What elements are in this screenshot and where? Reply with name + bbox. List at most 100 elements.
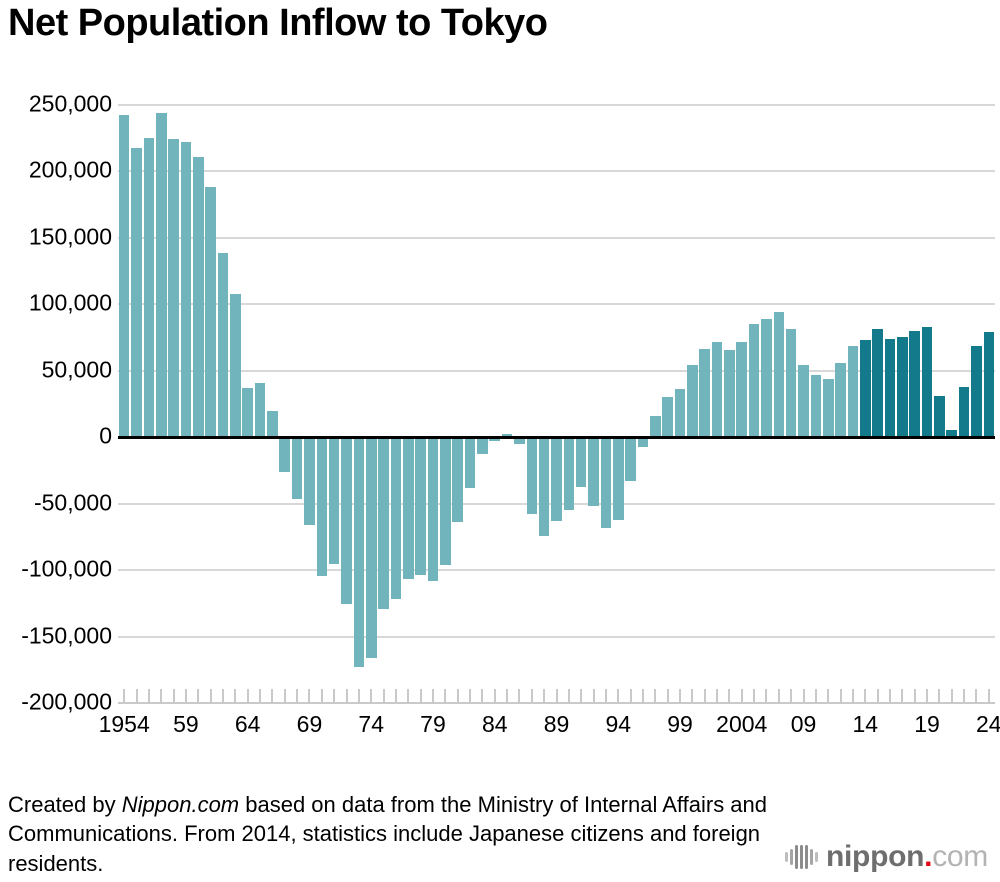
x-axis-label: 79 bbox=[420, 711, 446, 737]
x-axis-tick bbox=[333, 689, 336, 703]
x-axis-tick bbox=[876, 689, 879, 703]
soundwave-icon bbox=[785, 844, 818, 870]
bar-1958 bbox=[168, 138, 179, 438]
bar-2009 bbox=[798, 364, 809, 438]
x-axis-tick bbox=[765, 689, 768, 703]
y-axis-label: 50,000 bbox=[41, 356, 112, 383]
x-axis-tick bbox=[283, 689, 286, 703]
x-axis-label: 74 bbox=[358, 711, 385, 737]
x-axis-tick bbox=[790, 689, 793, 703]
x-axis-tick bbox=[234, 689, 237, 703]
x-axis-tick bbox=[753, 689, 756, 703]
x-axis-label: 64 bbox=[234, 711, 261, 737]
x-axis-tick bbox=[506, 689, 509, 703]
x-axis-tick bbox=[147, 689, 150, 703]
x-axis-tick bbox=[963, 689, 966, 703]
x-axis-tick bbox=[172, 689, 175, 703]
soundwave-bar bbox=[795, 845, 798, 869]
bar-1997 bbox=[650, 415, 661, 438]
bar-1984 bbox=[489, 437, 501, 442]
x-axis-tick bbox=[296, 689, 299, 703]
soundwave-bar bbox=[790, 849, 793, 865]
source-note-rest: based on data from the Ministry of Inter… bbox=[8, 792, 768, 876]
bar-1992 bbox=[588, 437, 599, 506]
bar-2018 bbox=[909, 331, 920, 438]
bar-2014 bbox=[860, 339, 871, 438]
x-axis-label: 84 bbox=[481, 711, 508, 737]
nippon-logo-text: nippon.com bbox=[826, 840, 988, 874]
y-axis-label: 0 bbox=[99, 422, 112, 449]
x-axis-label: 69 bbox=[296, 711, 323, 737]
bar-1956 bbox=[143, 137, 155, 438]
x-axis-tick bbox=[938, 689, 941, 703]
soundwave-bar bbox=[785, 852, 788, 862]
bar-1972 bbox=[341, 437, 352, 604]
x-axis-tick bbox=[691, 689, 694, 703]
x-axis-tick bbox=[814, 689, 817, 703]
x-axis-label: 89 bbox=[543, 711, 570, 737]
source-note: Created by Nippon.com based on data from… bbox=[8, 790, 786, 878]
soundwave-bar bbox=[815, 852, 818, 862]
x-axis-tick bbox=[716, 689, 719, 703]
x-axis-tick bbox=[530, 689, 533, 703]
bar-2020 bbox=[934, 395, 945, 438]
x-axis-tick bbox=[913, 689, 916, 703]
bar-1977 bbox=[402, 437, 414, 579]
y-axis-label: 200,000 bbox=[28, 156, 112, 183]
x-axis-tick bbox=[469, 689, 472, 703]
soundwave-bar bbox=[805, 845, 808, 869]
bar-1980 bbox=[440, 437, 451, 565]
bar-2008 bbox=[785, 328, 797, 438]
bar-2015 bbox=[872, 328, 883, 438]
bar-2017 bbox=[897, 336, 908, 438]
y-axis-label: -200,000 bbox=[21, 688, 112, 715]
x-axis-tick bbox=[481, 689, 484, 703]
bar-1995 bbox=[625, 437, 636, 482]
x-axis-tick bbox=[654, 689, 657, 703]
bar-1982 bbox=[464, 437, 476, 489]
x-axis-tick bbox=[629, 689, 632, 703]
bar-1970 bbox=[316, 437, 328, 577]
x-axis-tick bbox=[851, 689, 854, 703]
x-axis-label: 09 bbox=[790, 711, 817, 737]
x-axis-tick bbox=[246, 689, 249, 703]
bar-1973 bbox=[353, 437, 365, 668]
x-axis-tick bbox=[889, 689, 891, 703]
x-axis-tick bbox=[271, 689, 274, 703]
x-axis-label: 14 bbox=[852, 711, 879, 737]
bar-1955 bbox=[131, 147, 142, 438]
x-axis-tick bbox=[839, 689, 842, 703]
nippon-logo: nippon.com bbox=[785, 840, 988, 874]
x-axis-tick bbox=[320, 689, 323, 703]
x-axis-tick bbox=[160, 689, 163, 703]
bar-1985 bbox=[501, 433, 513, 438]
x-axis-tick bbox=[308, 689, 311, 703]
bar-2013 bbox=[847, 346, 859, 438]
x-axis-label: 99 bbox=[667, 711, 693, 737]
x-axis-tick bbox=[419, 689, 422, 703]
bar-2004 bbox=[736, 342, 748, 438]
x-axis-tick bbox=[864, 689, 867, 703]
x-axis-label: 24 bbox=[976, 711, 1000, 737]
x-axis-tick bbox=[493, 689, 496, 703]
soundwave-bar bbox=[810, 849, 813, 865]
chart-title: Net Population Inflow to Tokyo bbox=[8, 2, 548, 44]
x-axis-tick bbox=[987, 689, 990, 703]
x-axis-tick bbox=[431, 689, 434, 703]
x-axis-tick bbox=[444, 689, 447, 703]
bar-2010 bbox=[810, 375, 822, 438]
x-axis-tick bbox=[679, 689, 682, 703]
x-axis-tick bbox=[740, 689, 743, 703]
bar-1996 bbox=[637, 437, 649, 447]
x-axis-baseline bbox=[118, 702, 995, 704]
bar-1954 bbox=[118, 114, 130, 438]
x-axis-tick bbox=[728, 689, 731, 703]
bar-1989 bbox=[551, 437, 562, 521]
x-axis-tick bbox=[345, 689, 348, 703]
bar-1965 bbox=[254, 382, 266, 438]
y-axis-label: 150,000 bbox=[28, 223, 112, 250]
y-axis-label: 250,000 bbox=[28, 90, 112, 117]
x-axis-tick bbox=[901, 689, 904, 703]
bar-1961 bbox=[205, 186, 216, 438]
